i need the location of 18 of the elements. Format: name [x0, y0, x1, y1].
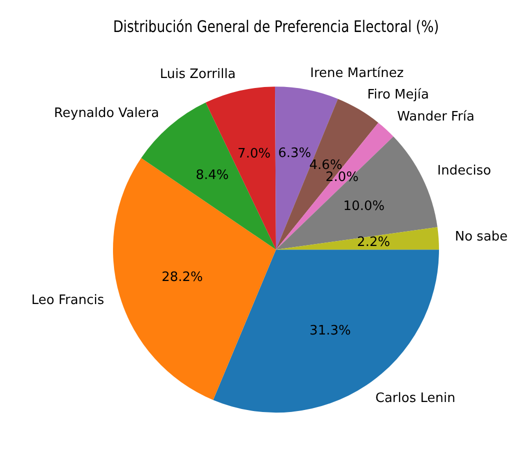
- data-label: 2.2%: [357, 235, 390, 250]
- slice-label: Indeciso: [437, 164, 492, 179]
- slice-label: Reynaldo Valera: [54, 106, 160, 121]
- slice-label: Luis Zorrilla: [160, 67, 236, 82]
- chart-title: Distribución General de Preferencia Electoral (%): [113, 18, 439, 36]
- data-label: 31.3%: [310, 323, 351, 338]
- data-label: 7.0%: [238, 146, 271, 162]
- slice-label: Carlos Lenin: [375, 391, 456, 406]
- slice-label: No sabe: [454, 230, 508, 245]
- slice-label: Firo Mejía: [367, 88, 429, 103]
- data-label: 6.3%: [278, 146, 312, 161]
- data-label: 28.2%: [162, 270, 203, 285]
- data-label: 2.0%: [326, 170, 359, 185]
- slice-label: Irene Martínez: [310, 66, 404, 81]
- data-label: 8.4%: [196, 168, 229, 183]
- data-label: 10.0%: [343, 199, 385, 214]
- slice-label: Leo Francis: [31, 293, 104, 308]
- slice-label: Wander Fría: [397, 110, 475, 125]
